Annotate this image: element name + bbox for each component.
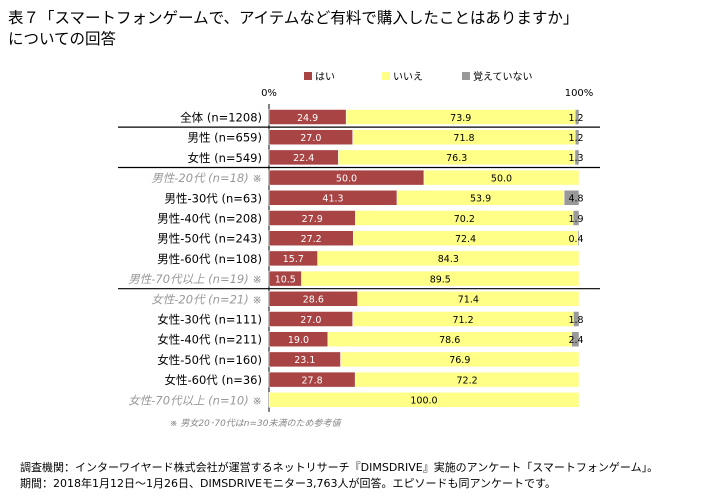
stacked-bar-chart: はい いいえ 覚えていない 0% 100% 全体 (n=1208) 24.9 73.9 1.2 男… [118,70,600,429]
category-label: 女性-20代 (n=21) ※ [151,292,262,306]
legend-swatch [304,72,312,80]
category-label: 男性-20代 (n=18) ※ [151,171,262,185]
data-label: 71.2 [452,315,473,326]
bar-segment [571,331,580,347]
data-label: 19.0 [288,335,309,346]
data-label: 15.7 [283,254,304,265]
data-label: 1.3 [568,153,583,164]
legend-swatch [462,72,470,80]
title-line-2: についての回答 [8,30,117,48]
data-label: 27.0 [300,315,321,326]
data-label: 0.4 [568,234,583,245]
data-label: 76.9 [449,355,470,366]
bar-segment [573,311,580,327]
data-label: 73.9 [450,113,471,124]
data-label: 1.9 [568,214,583,225]
data-label: 10.5 [275,274,296,285]
bar-segment [572,210,580,226]
bar-segment [301,270,580,287]
legend-label: いいえ [393,71,423,83]
bar-segment [563,190,580,206]
bar-segment [423,169,580,186]
bar-segment [574,149,580,166]
category-label: 男性-50代 (n=243) [157,232,262,246]
category-label: 男性-40代 (n=208) [157,212,262,226]
bar-segment [577,230,580,246]
data-label: 24.9 [297,113,318,124]
data-label: 70.2 [454,214,475,225]
data-label: 50.0 [491,173,512,184]
data-label: 72.2 [457,375,478,386]
legend-swatch [382,72,390,80]
footer: 調査機関：インターワイヤード株式会社が運営するネットリサーチ『DIMSDRIVE… [20,460,658,492]
footer-period: 期間：2018年1月12日～1月26日、DIMSDRIVEモニター3,763人が… [20,477,556,490]
data-label: 89.5 [430,274,451,285]
data-label: 4.8 [568,194,583,205]
data-label: 27.8 [302,375,323,386]
data-label: 23.1 [294,355,315,366]
data-label: 72.4 [455,234,476,245]
data-label: 22.4 [293,153,314,164]
bar-segment [575,109,580,125]
axis-tick-label: 100% [565,88,594,99]
data-label: 41.3 [322,194,343,205]
data-label: 28.6 [303,295,324,306]
data-label: 76.3 [446,153,467,164]
bar-segment [340,351,580,368]
category-label: 全体 (n=1208) [180,111,262,125]
category-label: 女性-40代 (n=211) [157,333,262,347]
bar-segment [357,291,580,307]
bar-segment [317,250,580,267]
data-label: 53.9 [470,194,491,205]
data-label: 78.6 [439,335,460,346]
footer-source: 調査機関：インターワイヤード株式会社が運営するネットリサーチ『DIMSDRIVE… [20,461,659,474]
data-label: 27.2 [301,234,322,245]
data-label: 1.2 [568,113,583,124]
data-label: 71.4 [458,295,479,306]
data-label: 1.2 [568,133,583,144]
legend-label: 覚えていない [473,70,533,83]
category-label: 男性-60代 (n=108) [157,252,262,266]
data-label: 27.0 [300,133,321,144]
category-label: 女性-60代 (n=36) [165,373,262,387]
footnote: ※ 男女20･70代はn=30未満のため参考値 [170,418,343,429]
category-label: 女性-70代以上 (n=10) ※ [128,393,262,407]
bar-segment [268,392,580,408]
data-label: 27.9 [302,214,323,225]
data-label: 2.4 [568,335,583,346]
axis-tick-label: 0% [261,88,277,99]
data-label: 84.3 [438,254,459,265]
category-label: 女性-30代 (n=111) [157,313,262,327]
data-label: 50.0 [336,173,357,184]
data-label: 1.8 [568,315,583,326]
data-label: 71.8 [453,133,474,144]
category-label: 女性 (n=549) [187,151,262,165]
category-label: 男性 (n=659) [187,131,262,145]
bar-segment [354,371,580,388]
bar-segment [575,129,580,145]
category-label: 女性-50代 (n=160) [157,353,262,367]
chart-title: 表７「スマートフォンゲームで、アイテムなど有料で購入したことはありますか」 につい… [8,8,708,50]
legend-label: はい [315,71,335,83]
category-label: 男性-70代以上 (n=19) ※ [128,272,262,286]
category-label: 男性-30代 (n=63) [165,191,262,205]
data-label: 100.0 [410,396,437,407]
title-line-1: 表７「スマートフォンゲームで、アイテムなど有料で購入したことはありますか」 [8,9,579,27]
